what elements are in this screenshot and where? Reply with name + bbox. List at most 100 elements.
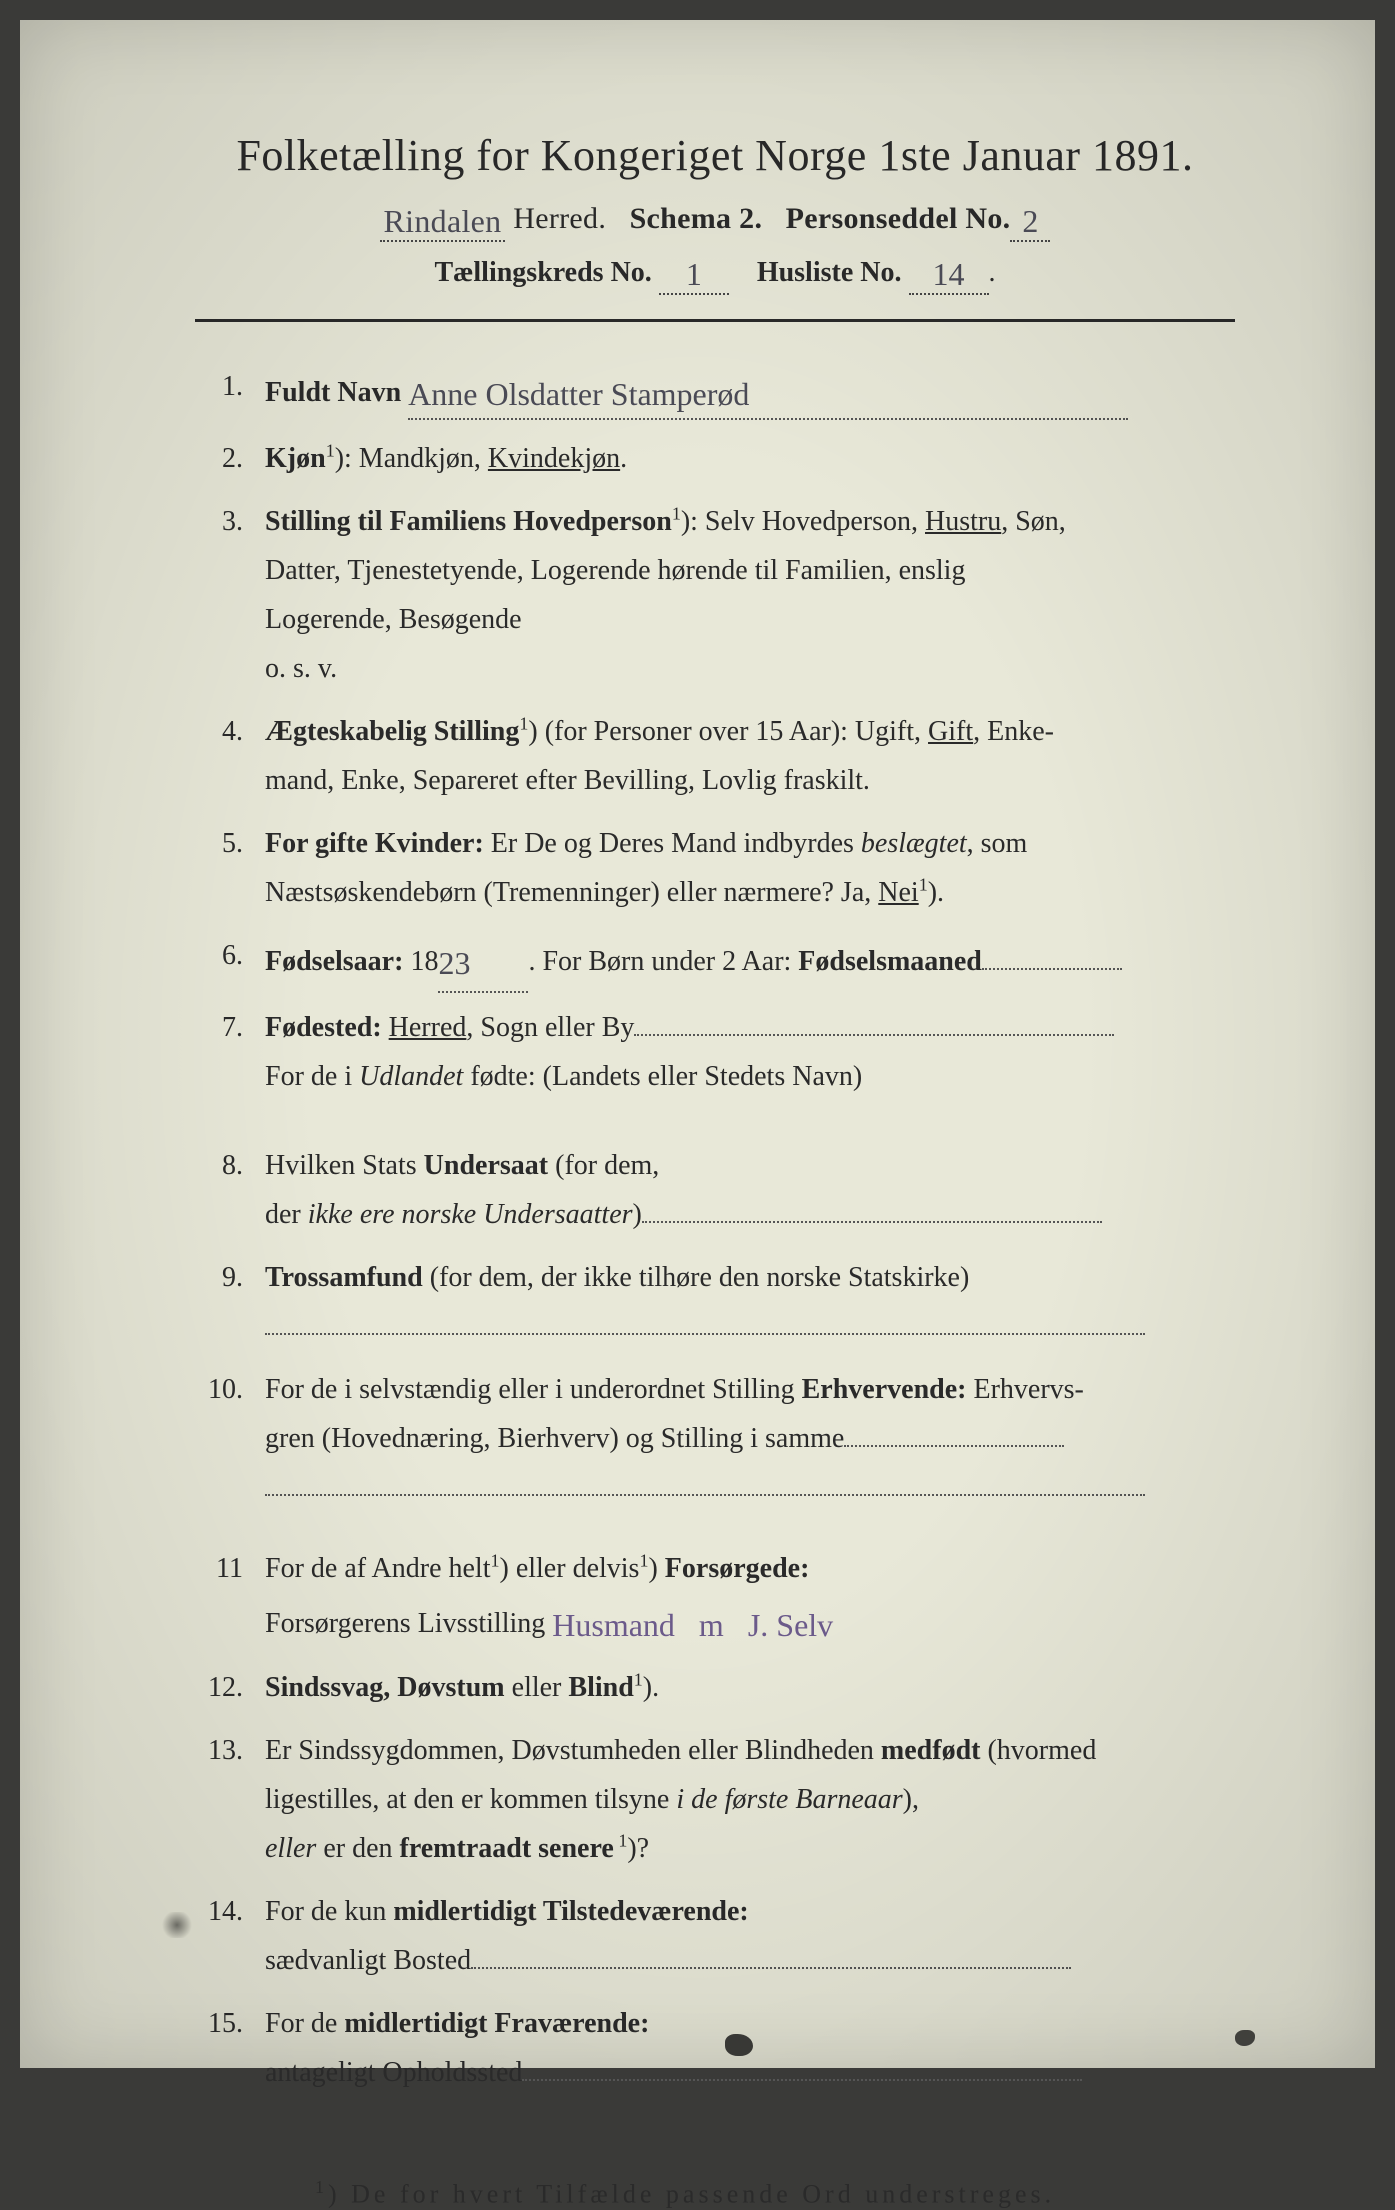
item-11: 11 For de af Andre helt1) eller delvis1)… — [195, 1544, 1235, 1649]
field-label: Forsørgede: — [665, 1553, 810, 1584]
continuation-line: Logerende, Besøgende — [265, 595, 1235, 644]
field-text: , Enke- — [973, 716, 1054, 747]
item-10: 10. For de i selvstændig eller i underor… — [195, 1365, 1235, 1512]
underlined-choice: Kvindekjøn — [488, 443, 620, 474]
schema-label: Schema 2. — [630, 202, 763, 235]
continuation-line: antageligt Opholdssted — [265, 2048, 1235, 2097]
item-body: Hvilken Stats Undersaat (for dem, der ik… — [265, 1141, 1235, 1239]
underlined-choice: Hustru — [925, 506, 1001, 537]
field-text: ): Selv Hovedperson, — [681, 506, 925, 537]
dotted-fill — [522, 2079, 1082, 2081]
item-body: For de af Andre helt1) eller delvis1) Fo… — [265, 1544, 1235, 1649]
item-body: Stilling til Familiens Hovedperson1): Se… — [265, 497, 1235, 693]
field-text: ): Mandkjøn, — [335, 443, 488, 474]
field-label: Stilling til Familiens Hovedperson — [265, 506, 672, 537]
header-rule — [195, 319, 1235, 322]
continuation-line: ligestilles, at den er kommen tilsyne i … — [265, 1775, 1235, 1824]
item-number: 1. — [195, 362, 265, 420]
field-label: Erhvervende: — [802, 1374, 967, 1405]
item-number: 13. — [195, 1726, 265, 1873]
continuation-text: der ikke ere norske Undersaatter) — [265, 1199, 642, 1230]
footnote-ref: 1 — [672, 504, 681, 524]
field-text: Er De og Deres Mand indbyrdes — [484, 828, 861, 859]
herred-label: Herred. — [513, 202, 606, 235]
footnote-text: ) De for hvert Tilfælde passende Ord und… — [328, 2180, 1055, 2209]
item-number: 2. — [195, 434, 265, 483]
field-label: midlertidigt Fraværende: — [344, 2008, 649, 2039]
field-label: Fødselsaar: — [265, 946, 403, 977]
field-text: ). — [643, 1672, 659, 1703]
field-text: (for dem, der ikke tilhøre den norske St… — [423, 1262, 970, 1293]
continuation-line: Forsørgerens Livsstilling Husmand m J. S… — [265, 1593, 1235, 1649]
underlined-choice: Gift — [928, 716, 973, 747]
item-number: 12. — [195, 1663, 265, 1712]
item-number: 8. — [195, 1141, 265, 1239]
item-body: For de i selvstændig eller i underordnet… — [265, 1365, 1235, 1512]
item-number: 10. — [195, 1365, 265, 1512]
item-body: Fødselsaar: 1823. For Børn under 2 Aar: … — [265, 931, 1235, 989]
footnote-ref: 1 — [326, 441, 335, 461]
field-label: Ægteskabelig Stilling — [265, 716, 519, 747]
field-text: ) (for Personer over 15 Aar): Ugift, — [528, 716, 928, 747]
item-12: 12. Sindssvag, Døvstum eller Blind1). — [195, 1663, 1235, 1712]
continuation-line: gren (Hovednæring, Bierhverv) og Stillin… — [265, 1414, 1235, 1463]
item-2: 2. Kjøn1): Mandkjøn, Kvindekjøn. — [195, 434, 1235, 483]
field-text: Er Sindssygdommen, Døvstumheden eller Bl… — [265, 1735, 881, 1766]
item-body: Kjøn1): Mandkjøn, Kvindekjøn. — [265, 434, 1235, 483]
underlined-choice: Herred — [389, 1012, 467, 1043]
dotted-fill — [634, 1034, 1114, 1036]
item-number: 4. — [195, 707, 265, 805]
field-label: Fuldt Navn — [265, 377, 401, 408]
item-number: 7. — [195, 1003, 265, 1101]
field-text: Hvilken Stats — [265, 1150, 424, 1181]
field-text: ) — [648, 1553, 664, 1584]
field-label: Fødselsmaaned — [798, 946, 982, 977]
dotted-fill — [982, 968, 1122, 970]
field-text: , Søn, — [1001, 506, 1066, 537]
item-6: 6. Fødselsaar: 1823. For Børn under 2 Aa… — [195, 931, 1235, 989]
herred-handwritten: Rindalen — [380, 203, 506, 242]
continuation-line: sædvanligt Bosted — [265, 1936, 1235, 1985]
form-items: 1. Fuldt Navn Anne Olsdatter Stamperød 2… — [195, 362, 1235, 2097]
item-number: 14. — [195, 1887, 265, 1985]
personseddel-no: 2 — [1010, 203, 1050, 242]
item-5: 5. For gifte Kvinder: Er De og Deres Man… — [195, 819, 1235, 917]
item-15: 15. For de midlertidigt Fraværende: anta… — [195, 1999, 1235, 2097]
continuation-line: der ikke ere norske Undersaatter) — [265, 1190, 1235, 1239]
item-body: Trossamfund (for dem, der ikke tilhøre d… — [265, 1253, 1235, 1351]
item-body: Er Sindssygdommen, Døvstumheden eller Bl… — [265, 1726, 1235, 1873]
field-text: (for dem, — [548, 1150, 659, 1181]
form-title: Folketælling for Kongeriget Norge 1ste J… — [195, 130, 1235, 181]
footnote: 1) De for hvert Tilfælde passende Ord un… — [195, 2177, 1235, 2210]
item-14: 14. For de kun midlertidigt Tilstedevære… — [195, 1887, 1235, 1985]
footnote-ref: 1 — [491, 1551, 500, 1571]
item-body: Fødested: Herred, Sogn eller By For de i… — [265, 1003, 1235, 1101]
paper-blemish — [725, 2034, 753, 2056]
spacer — [195, 1115, 1235, 1141]
field-text: (hvormed — [980, 1735, 1096, 1766]
field-label: Blind — [568, 1672, 633, 1703]
continuation-line: o. s. v. — [265, 644, 1235, 693]
item-body: Sindssvag, Døvstum eller Blind1). — [265, 1663, 1235, 1712]
item-number: 9. — [195, 1253, 265, 1351]
subheader-line-1: Rindalen Herred. Schema 2. Personseddel … — [195, 199, 1235, 238]
continuation-line: Næstsøskendebørn (Tremenninger) eller næ… — [265, 868, 1235, 917]
item-number: 11 — [195, 1544, 265, 1649]
spacer — [195, 1526, 1235, 1544]
continuation-text: sædvanligt Bosted — [265, 1945, 471, 1976]
item-number: 6. — [195, 931, 265, 989]
dotted-fill — [471, 1967, 1071, 1969]
footnote-ref: 1 — [634, 1670, 643, 1690]
field-text: For de i selvstændig eller i underordnet… — [265, 1374, 802, 1405]
dotted-fill — [844, 1445, 1064, 1447]
field-label: Undersaat — [424, 1150, 548, 1181]
item-1: 1. Fuldt Navn Anne Olsdatter Stamperød — [195, 362, 1235, 420]
item-body: For de kun midlertidigt Tilstedeværende:… — [265, 1887, 1235, 1985]
field-label: For gifte Kvinder: — [265, 828, 484, 859]
footnote-marker: 1 — [315, 2177, 328, 2197]
continuation-line: Datter, Tjenestetyende, Logerende hørend… — [265, 546, 1235, 595]
paper-smudge — [160, 1912, 194, 1938]
field-label: Sindssvag, Døvstum — [265, 1672, 505, 1703]
item-4: 4. Ægteskabelig Stilling1) (for Personer… — [195, 707, 1235, 805]
paper-blemish — [1235, 2030, 1255, 2046]
